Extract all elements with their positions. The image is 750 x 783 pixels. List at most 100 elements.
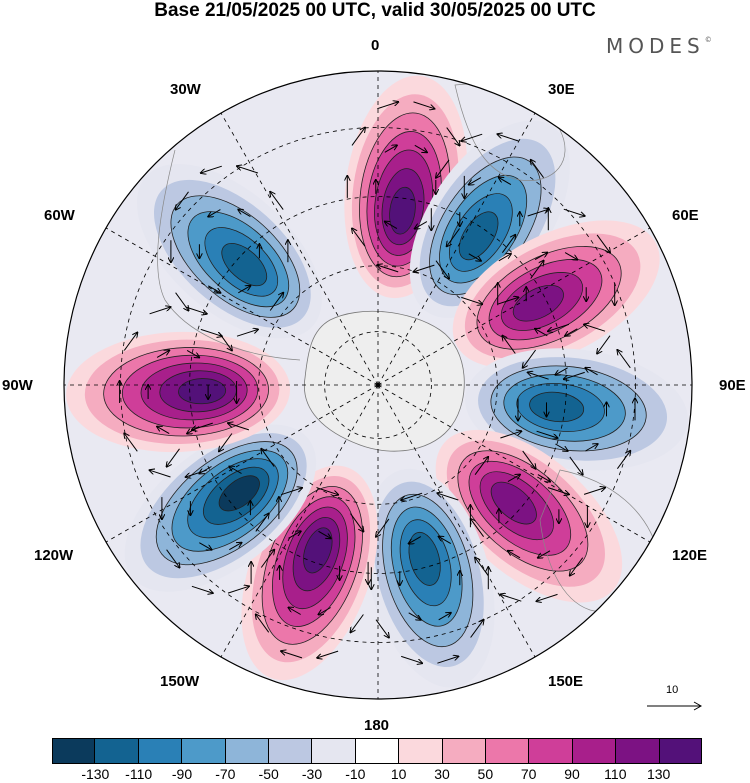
- wind-vector: [227, 586, 249, 594]
- wind-vector: [401, 655, 422, 663]
- wind-vector: [351, 614, 364, 633]
- wind-vector: [199, 542, 211, 550]
- colorbar-tick-label: 90: [564, 766, 580, 782]
- wind-vector: [502, 336, 516, 354]
- wind-vector: [414, 144, 427, 152]
- latitude-circle: [189, 196, 567, 574]
- wind-vector: [522, 450, 536, 469]
- wind-vector: [523, 349, 537, 368]
- wind-vector: [527, 209, 549, 217]
- wind-vector: [437, 656, 458, 664]
- wind-vector: [149, 307, 171, 315]
- lon-label-30e: 30E: [548, 81, 575, 98]
- anomaly-lobes: [66, 75, 688, 688]
- lon-label-150w: 150W: [160, 673, 200, 690]
- wind-vector: [583, 488, 605, 495]
- wind-vector: [469, 177, 482, 185]
- wind-vector: [317, 650, 339, 658]
- wind-vector: [537, 474, 550, 482]
- wind-vector: [597, 335, 611, 354]
- wind-vector: [555, 443, 567, 451]
- wind-vector: [281, 651, 303, 659]
- pole-marker: [375, 382, 381, 388]
- wind-vector: [384, 145, 397, 153]
- colorbar-tick-label: 10: [390, 766, 407, 782]
- wind-vector: [500, 594, 522, 602]
- wind-vector: [538, 550, 551, 558]
- lon-label-90e: 90E: [719, 377, 746, 394]
- wind-vector: [289, 608, 301, 615]
- modes-logo: MODES©: [606, 34, 712, 58]
- wind-vector: [437, 493, 459, 501]
- wind-vector: [413, 101, 435, 109]
- page-title: Base 21/05/2025 00 UTC, valid 30/05/2025…: [154, 0, 596, 21]
- logo-text: MODES: [606, 34, 705, 58]
- wind-vector: [191, 585, 213, 593]
- anomaly-contour: [529, 391, 585, 423]
- colorbar-tick-label: -30: [301, 766, 323, 782]
- lon-label-90w: 90W: [2, 377, 33, 394]
- anomaly-contour: [408, 531, 441, 586]
- wind-vector: [534, 253, 547, 261]
- wind-vector: [318, 530, 331, 538]
- wind-vector: [436, 159, 450, 178]
- lon-label-150e: 150E: [548, 673, 584, 690]
- wind-vector: [208, 209, 221, 217]
- wind-vector: [376, 518, 390, 537]
- colorbar: [52, 738, 703, 764]
- wind-vector: [498, 134, 519, 142]
- wind-vector: [435, 260, 449, 279]
- wind-vector: [319, 607, 331, 615]
- wind-vector: [461, 296, 482, 304]
- wind-vector: [508, 551, 521, 559]
- wind-vector: [187, 426, 200, 434]
- colorbar-swatch: [399, 738, 443, 764]
- wind-vector: [352, 229, 366, 247]
- wind-vector: [616, 451, 630, 469]
- wind-vector: [166, 549, 180, 568]
- lon-label-120e: 120E: [672, 547, 708, 564]
- wind-vector: [415, 221, 428, 229]
- wind-vector: [201, 165, 222, 173]
- colorbar-swatch: [659, 738, 703, 764]
- wind-vector: [500, 431, 521, 439]
- colorbar-tick-label: -50: [258, 766, 279, 782]
- wind-vector: [439, 537, 452, 545]
- wind-vector: [150, 470, 171, 478]
- colorbar-swatch: [225, 738, 270, 764]
- south-america-outline: [157, 149, 301, 361]
- wind-vector: [570, 557, 584, 576]
- lon-label-180: 180: [364, 717, 390, 734]
- logo-mark: ©: [704, 36, 712, 44]
- wind-vector: [200, 328, 222, 336]
- wind-vector: [501, 235, 515, 253]
- wind-vector: [270, 192, 284, 210]
- wind-vector: [536, 430, 558, 438]
- map-disk: [64, 71, 692, 699]
- wind-vector: [255, 514, 269, 532]
- colorbar-swatch: [182, 738, 226, 764]
- wind-vector: [499, 178, 512, 186]
- wind-vector: [528, 372, 549, 380]
- wind-vector: [219, 433, 233, 452]
- wind-vector: [569, 456, 583, 475]
- wind-vector: [471, 519, 485, 537]
- anomaly-contour: [218, 475, 260, 512]
- colorbar-swatch: [52, 738, 96, 764]
- wind-vector: [564, 371, 585, 379]
- wind-vector: [317, 487, 338, 495]
- wind-vector: [269, 293, 283, 311]
- wind-vector: [468, 253, 481, 261]
- colorbar-swatch: [616, 738, 660, 764]
- wind-vector: [236, 329, 258, 337]
- colorbar-swatch: [486, 738, 530, 764]
- wind-vector: [438, 613, 451, 621]
- wind-vector: [238, 286, 250, 294]
- wind-vector: [186, 349, 199, 357]
- lon-label-60w: 60W: [44, 207, 75, 224]
- colorbar-swatch: [572, 738, 617, 764]
- wind-vector: [585, 444, 597, 452]
- wind-vector: [447, 228, 461, 247]
- negative-anomaly-lobe: [136, 163, 322, 339]
